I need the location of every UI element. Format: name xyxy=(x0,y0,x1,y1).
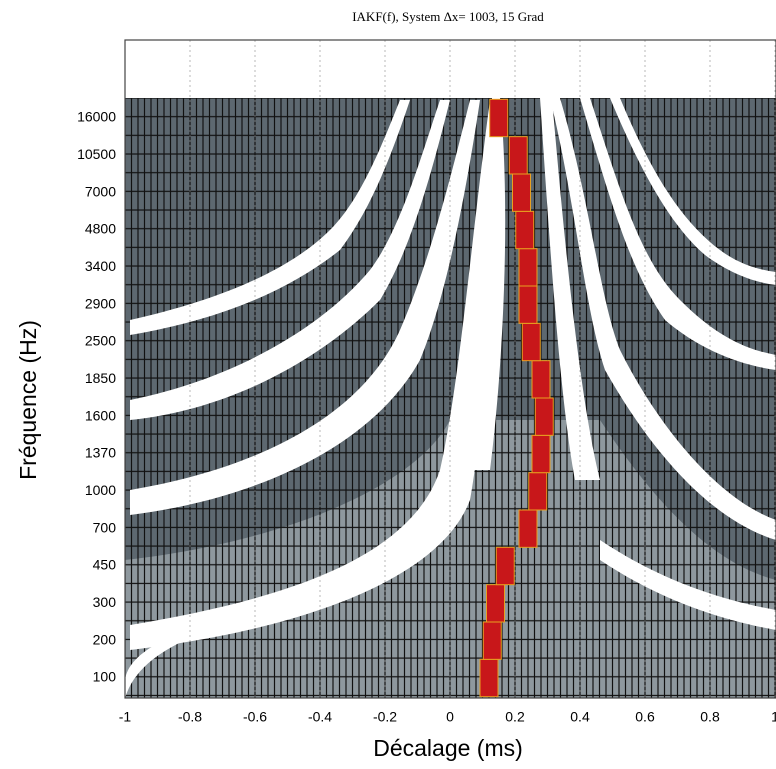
y-tick-label: 200 xyxy=(93,631,117,647)
x-tick-label: 0 xyxy=(446,709,454,725)
y-tick-label: 1850 xyxy=(85,370,116,386)
y-tick-label: 2900 xyxy=(85,295,116,311)
y-tick-label: 700 xyxy=(93,519,117,535)
x-axis-title: Décalage (ms) xyxy=(373,735,523,761)
plot-frame xyxy=(124,39,776,699)
mark-layer xyxy=(124,40,776,698)
x-tick-label: -1 xyxy=(119,709,132,725)
y-tick-label: 1000 xyxy=(85,482,116,498)
x-tick-label: -0.4 xyxy=(308,709,332,725)
y-tick-label: 100 xyxy=(93,669,117,685)
peak-cell xyxy=(508,136,528,175)
peak-cell xyxy=(531,434,551,474)
peak-cell xyxy=(531,360,551,399)
x-tick-label: 0.4 xyxy=(570,709,590,725)
y-tick-label: 2500 xyxy=(85,333,116,349)
y-axis-title: Fréquence (Hz) xyxy=(15,320,41,480)
x-tick-label: 1 xyxy=(771,709,776,725)
chart-title: IAKF(f), System Δx= 1003, 15 Grad xyxy=(352,9,544,24)
x-tick-label: -0.8 xyxy=(178,709,202,725)
peak-cell xyxy=(512,173,531,212)
x-tick-label: -0.6 xyxy=(243,709,267,725)
peak-cell xyxy=(515,210,535,250)
white-bands xyxy=(125,98,776,698)
y-tick-label: 3400 xyxy=(85,258,116,274)
peak-cell xyxy=(521,322,541,362)
x-tick-label: 0.2 xyxy=(505,709,525,725)
y-tick-label: 4800 xyxy=(85,221,116,237)
peak-cell xyxy=(482,621,502,660)
peak-cell xyxy=(518,248,538,287)
peak-cell xyxy=(479,658,499,698)
y-tick-label: 7000 xyxy=(85,183,116,199)
y-tick-label: 10500 xyxy=(77,146,116,162)
peak-cell xyxy=(518,285,538,324)
peak-cell xyxy=(495,546,515,586)
peak-cell xyxy=(534,397,554,436)
map xyxy=(125,98,776,698)
peak-cell xyxy=(486,584,505,623)
y-tick-label: 1600 xyxy=(85,407,116,423)
y-tick-label: 1370 xyxy=(85,445,116,461)
y-tick-label: 300 xyxy=(93,594,117,610)
x-tick-label: -0.2 xyxy=(373,709,397,725)
x-tick-label: 0.8 xyxy=(700,709,720,725)
peak-cell xyxy=(489,98,509,138)
y-tick-label: 16000 xyxy=(77,109,116,125)
y-tick-label: 450 xyxy=(93,557,117,573)
peak-cell xyxy=(518,509,538,548)
peak-cell xyxy=(528,472,548,511)
x-tick-label: 0.6 xyxy=(635,709,655,725)
